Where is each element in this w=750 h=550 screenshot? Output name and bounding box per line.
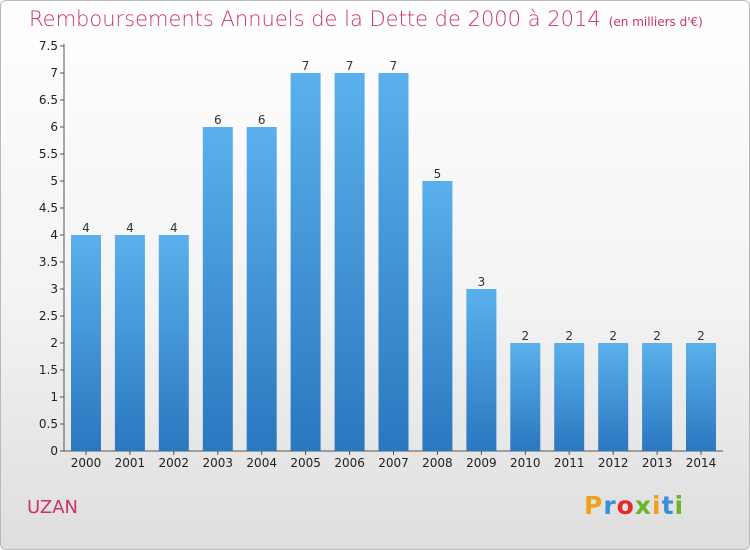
x-tick-label: 2008 [422, 456, 453, 470]
bar-value-label: 2 [521, 329, 529, 343]
bar [466, 289, 497, 451]
bar [378, 73, 409, 451]
x-tick-label: 2004 [246, 456, 277, 470]
bar [510, 343, 541, 451]
y-tick-label: 3.5 [39, 255, 58, 269]
y-tick-label: 6 [50, 120, 58, 134]
y-tick-label: 5.5 [39, 147, 58, 161]
bar [334, 73, 365, 451]
proxiti-logo: Proxiti [584, 491, 684, 520]
y-tick-label: 5 [50, 174, 58, 188]
bar [598, 343, 629, 451]
bar [114, 235, 145, 451]
x-tick-label: 2000 [71, 456, 102, 470]
bar-value-label: 5 [434, 167, 442, 181]
y-tick-label: 7 [50, 66, 58, 80]
bar-value-label: 2 [565, 329, 573, 343]
bar [71, 235, 101, 451]
y-tick-label: 2.5 [39, 309, 58, 323]
bar [290, 73, 321, 451]
y-tick-label: 1.5 [39, 363, 58, 377]
bar [686, 343, 716, 451]
y-tick-label: 7.5 [39, 39, 58, 53]
y-tick-label: 2 [50, 336, 58, 350]
bar-value-label: 6 [214, 113, 222, 127]
y-tick-label: 3 [50, 282, 58, 296]
bar [554, 343, 585, 451]
bar-value-label: 4 [82, 221, 90, 235]
y-tick-label: 1 [50, 390, 58, 404]
y-tick-label: 0.5 [39, 417, 58, 431]
chart-title-main: Remboursements Annuels de la Dette de 20… [29, 7, 601, 31]
x-tick-label: 2002 [159, 456, 190, 470]
x-tick-label: 2001 [115, 456, 146, 470]
x-tick-label: 2005 [290, 456, 321, 470]
commune-name: UZAN [27, 497, 78, 518]
logo-letter: r [603, 491, 617, 520]
x-tick-label: 2010 [510, 456, 541, 470]
x-tick-label: 2003 [203, 456, 234, 470]
x-tick-label: 2014 [686, 456, 717, 470]
chart-subtitle: (en milliers d'€) [608, 15, 703, 29]
bar-value-label: 2 [653, 329, 661, 343]
y-tick-label: 6.5 [39, 93, 58, 107]
bar-value-label: 4 [170, 221, 178, 235]
bar [246, 127, 277, 451]
bar-value-label: 7 [302, 59, 310, 73]
bar-value-label: 7 [346, 59, 354, 73]
logo-letter: i [652, 491, 662, 520]
bar [202, 127, 233, 451]
chart-title: Remboursements Annuels de la Dette de 20… [29, 7, 703, 31]
x-tick-label: 2013 [642, 456, 673, 470]
x-tick-label: 2012 [598, 456, 629, 470]
bar-value-label: 2 [697, 329, 705, 343]
logo-letter: x [634, 491, 652, 520]
x-tick-label: 2006 [334, 456, 365, 470]
logo-letter: t [661, 491, 675, 520]
x-tick-label: 2011 [554, 456, 585, 470]
bar-value-label: 2 [609, 329, 617, 343]
bar-value-label: 6 [258, 113, 266, 127]
logo-letter: o [616, 491, 635, 520]
bar-value-label: 4 [126, 221, 134, 235]
bar [642, 343, 673, 451]
x-tick-label: 2007 [378, 456, 409, 470]
x-tick-label: 2009 [466, 456, 497, 470]
y-tick-label: 0 [50, 444, 58, 458]
bar [158, 235, 189, 451]
y-tick-label: 4 [50, 228, 58, 242]
bar-value-label: 3 [478, 275, 486, 289]
bar [422, 181, 453, 451]
y-tick-label: 4.5 [39, 201, 58, 215]
bar-value-label: 7 [390, 59, 398, 73]
logo-letter: P [584, 491, 604, 520]
logo-letter: i [674, 491, 685, 520]
